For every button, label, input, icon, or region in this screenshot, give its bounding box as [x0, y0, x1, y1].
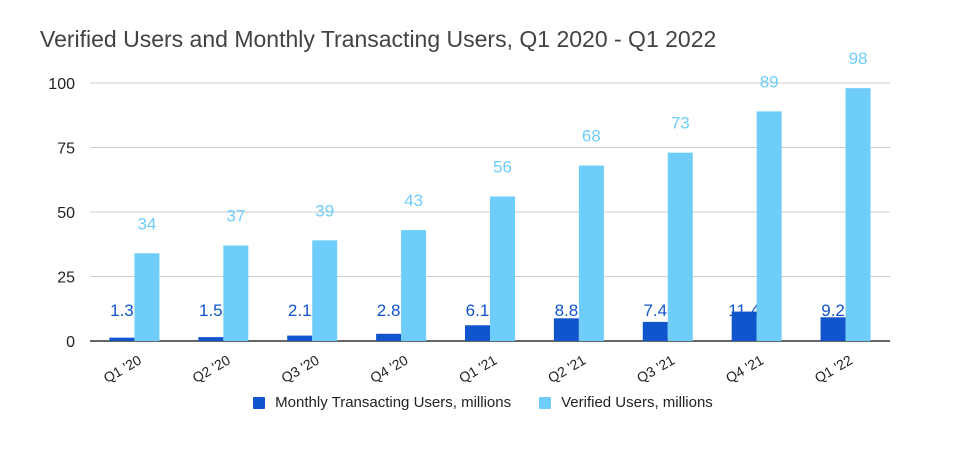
data-label-transacting: 8.8	[555, 301, 579, 320]
bar-verified	[578, 165, 604, 341]
x-tick-label: Q3 '21	[634, 352, 678, 386]
data-label-verified: 43	[404, 191, 423, 210]
data-label-verified: 34	[137, 214, 156, 233]
bar-verified	[134, 253, 160, 341]
chart-title: Verified Users and Monthly Transacting U…	[40, 26, 717, 52]
bar-transacting	[642, 321, 668, 341]
legend-label-transacting-users: Monthly Transacting Users, millions	[275, 394, 512, 411]
data-label-verified: 37	[226, 207, 245, 226]
x-tick-label: Q2 '21	[545, 352, 589, 386]
data-label-verified: 56	[493, 158, 512, 177]
legend-item-transacting-users: Monthly Transacting Users, millions	[253, 394, 511, 411]
bar-verified	[667, 152, 693, 341]
bar-transacting	[731, 311, 757, 341]
bar-transacting	[287, 335, 313, 341]
data-label-verified: 89	[760, 72, 779, 91]
bar-transacting	[553, 318, 579, 341]
data-label-transacting: 11.4	[728, 301, 760, 320]
x-tick-label: Q4 '20	[367, 352, 411, 386]
bar-transacting	[376, 333, 402, 341]
y-tick-label: 75	[57, 141, 75, 158]
data-label-transacting: 9.2	[821, 301, 845, 320]
data-label-verified: 73	[671, 114, 690, 133]
data-label-transacting: 1.3	[110, 301, 134, 320]
x-tick-label: Q1 '20	[101, 352, 145, 386]
bar-verified	[756, 111, 782, 341]
data-label-verified: 98	[849, 49, 868, 68]
legend-swatch-verified-users	[539, 396, 552, 409]
x-tick-label: Q3 '20	[278, 352, 322, 386]
y-tick-label: 25	[57, 270, 75, 287]
data-label-transacting: 2.1	[288, 301, 312, 320]
x-tick-label: Q2 '20	[189, 352, 233, 386]
y-tick-label: 100	[48, 76, 75, 93]
bar-verified	[312, 240, 338, 341]
data-label-transacting: 1.5	[199, 301, 223, 320]
bar-transacting	[465, 325, 490, 341]
bar-verified	[401, 230, 427, 341]
bar-transacting	[109, 337, 135, 341]
legend-label-verified-users: Verified Users, millions	[561, 394, 713, 411]
bar-transacting	[820, 317, 846, 341]
data-label-verified: 68	[582, 127, 601, 146]
data-label-transacting: 7.4	[643, 301, 667, 320]
bar-verified	[223, 245, 249, 341]
bar-transacting	[198, 337, 224, 341]
data-label-verified: 39	[315, 201, 334, 220]
data-label-transacting: 6.1	[466, 301, 490, 320]
chart-legend: Monthly Transacting Users, millions Veri…	[0, 394, 966, 411]
x-tick-label: Q4 '21	[723, 352, 767, 386]
legend-swatch-transacting-users	[253, 396, 266, 409]
data-label-transacting: 2.8	[377, 301, 401, 320]
legend-item-verified-users: Verified Users, millions	[539, 394, 713, 411]
y-tick-label: 50	[57, 205, 75, 222]
x-tick-label: Q1 '22	[812, 352, 856, 386]
x-tick-label: Q1 '21	[456, 352, 500, 386]
y-tick-label: 0	[66, 334, 75, 351]
bar-verified	[845, 88, 871, 341]
bar-verified	[490, 196, 515, 341]
